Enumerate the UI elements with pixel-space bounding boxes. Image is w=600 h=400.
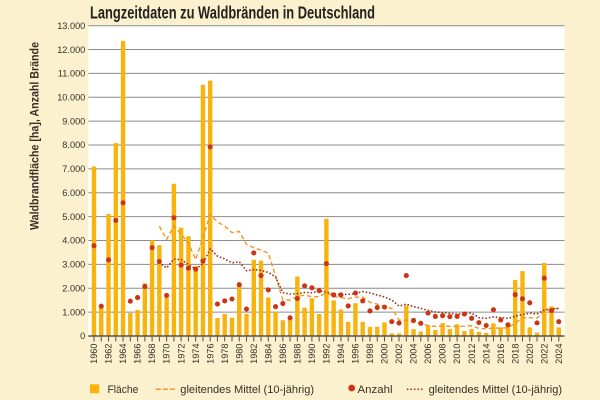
svg-text:1988: 1988 — [292, 344, 302, 364]
svg-text:1998: 1998 — [365, 344, 375, 364]
svg-text:2016: 2016 — [496, 344, 506, 364]
svg-text:4.000: 4.000 — [62, 236, 85, 246]
svg-text:1.000: 1.000 — [62, 307, 85, 317]
svg-text:1974: 1974 — [191, 344, 201, 364]
svg-text:2008: 2008 — [438, 344, 448, 364]
svg-text:1970: 1970 — [162, 344, 172, 364]
svg-text:13.000: 13.000 — [57, 21, 85, 31]
svg-text:1980: 1980 — [234, 344, 244, 364]
svg-text:2010: 2010 — [452, 344, 462, 364]
svg-text:10.000: 10.000 — [57, 93, 85, 103]
svg-text:Langzeitdaten zu Waldbränden i: Langzeitdaten zu Waldbränden in Deutschl… — [90, 2, 375, 22]
svg-text:1960: 1960 — [89, 344, 99, 364]
svg-text:5.000: 5.000 — [62, 212, 85, 222]
svg-text:1984: 1984 — [263, 344, 273, 364]
svg-text:0: 0 — [80, 331, 85, 341]
svg-text:1962: 1962 — [104, 344, 114, 364]
svg-text:Fläche: Fläche — [108, 384, 139, 396]
svg-text:11.000: 11.000 — [58, 69, 85, 79]
svg-text:gleitendes Mittel (10-jährig): gleitendes Mittel (10-jährig) — [180, 384, 314, 396]
svg-text:1972: 1972 — [176, 344, 186, 364]
svg-text:1986: 1986 — [278, 344, 288, 364]
svg-text:1964: 1964 — [118, 344, 128, 364]
svg-text:7.000: 7.000 — [62, 164, 85, 174]
svg-text:3.000: 3.000 — [62, 260, 85, 270]
svg-text:8.000: 8.000 — [62, 140, 85, 150]
svg-text:2020: 2020 — [525, 344, 535, 364]
svg-text:9.000: 9.000 — [62, 116, 85, 126]
svg-text:6.000: 6.000 — [62, 188, 85, 198]
svg-text:1968: 1968 — [147, 344, 157, 364]
svg-text:2004: 2004 — [409, 344, 419, 364]
svg-text:1978: 1978 — [220, 344, 230, 364]
svg-text:2014: 2014 — [481, 344, 491, 364]
svg-text:12.000: 12.000 — [57, 45, 85, 55]
svg-text:Anzahl: Anzahl — [358, 384, 393, 396]
svg-text:2018: 2018 — [510, 344, 520, 364]
svg-text:1996: 1996 — [351, 344, 361, 364]
svg-text:2002: 2002 — [394, 344, 404, 364]
svg-text:1982: 1982 — [249, 344, 259, 364]
svg-text:1976: 1976 — [205, 344, 215, 364]
svg-text:2024: 2024 — [554, 344, 564, 364]
svg-text:gleitendes Mittel (10-jährig): gleitendes Mittel (10-jährig) — [429, 384, 562, 396]
svg-text:1966: 1966 — [133, 344, 143, 364]
svg-text:1994: 1994 — [336, 344, 346, 364]
svg-text:1990: 1990 — [307, 344, 317, 364]
svg-text:2.000: 2.000 — [62, 283, 85, 293]
svg-text:2012: 2012 — [467, 344, 477, 364]
svg-text:2000: 2000 — [380, 344, 390, 364]
svg-text:1992: 1992 — [322, 344, 332, 364]
svg-text:2022: 2022 — [539, 344, 549, 364]
svg-text:Waldbrandfläche [ha], Anzahl B: Waldbrandfläche [ha], Anzahl Brände — [27, 42, 41, 230]
svg-text:2006: 2006 — [423, 344, 433, 364]
